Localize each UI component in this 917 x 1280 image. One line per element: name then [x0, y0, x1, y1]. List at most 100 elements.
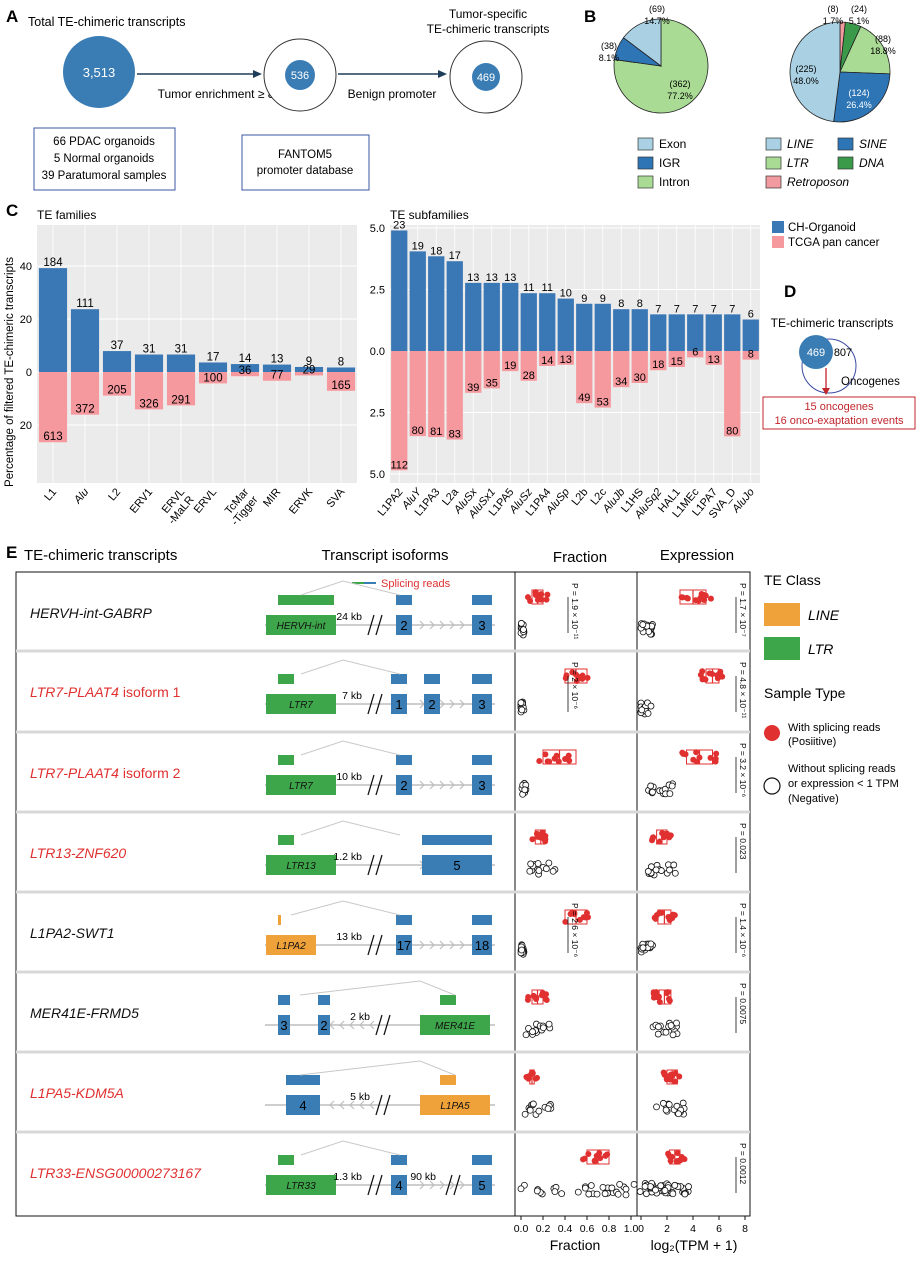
positive-point	[709, 670, 716, 677]
negative-point	[622, 1191, 630, 1199]
positive-point	[684, 595, 691, 602]
positive-point	[566, 757, 573, 764]
bar-tcga	[70, 372, 100, 415]
bar-label-tcga: 13	[560, 354, 572, 366]
te-box	[420, 1015, 490, 1035]
bar-label-organoid: 11	[542, 282, 553, 294]
positive-point	[530, 992, 537, 999]
negative-point	[517, 699, 525, 707]
positive-point	[680, 750, 687, 757]
negative-point	[669, 1031, 677, 1039]
positive-point	[676, 1073, 683, 1080]
legend-negative-2: or expression < 1 TPM	[788, 778, 899, 790]
legend-line-text: LINE	[808, 607, 840, 623]
te-chimeric-circle	[799, 335, 833, 369]
p-value: P = 0.0012	[738, 1143, 748, 1184]
transcript-name-main: MER41E-FRMD5	[30, 1005, 139, 1021]
negative-point	[671, 869, 679, 877]
bar-label-organoid: 11	[523, 282, 534, 294]
exon-box	[424, 694, 440, 714]
positive-point	[663, 990, 670, 997]
break-mark	[367, 614, 375, 636]
d-right-count: 807	[834, 347, 852, 359]
bar-label-tcga: 36	[239, 365, 252, 377]
te-splice-bar	[440, 1075, 456, 1085]
positive-point	[562, 918, 569, 925]
negative-point	[685, 1183, 692, 1190]
bar-tcga	[134, 372, 164, 410]
bar-label-tcga: 8	[748, 349, 754, 361]
splice-arc	[300, 820, 401, 836]
expression-tick-label: 0	[638, 1223, 644, 1235]
positive-point	[652, 915, 659, 922]
bar-label-organoid: 9	[581, 293, 587, 305]
pie-slice-exon	[622, 18, 662, 67]
positive-point	[672, 1078, 679, 1085]
bar-tcga	[687, 351, 704, 358]
negative-point	[587, 1182, 595, 1189]
pie2-line-pct: 48.0%	[793, 76, 819, 86]
exon-splice-bar	[422, 835, 492, 845]
positive-point	[546, 758, 553, 765]
y-tick-label: 0.0	[370, 346, 385, 358]
legend-sine-swatch	[837, 137, 854, 151]
bar-label-organoid: 184	[43, 257, 63, 269]
splice-arc	[300, 659, 401, 675]
expression-tick-label: 2	[664, 1223, 670, 1235]
te-label: HERVH-int	[277, 621, 327, 632]
expression-tick-label: 8	[742, 1223, 748, 1235]
legend-negative-3: (Negative)	[788, 793, 839, 805]
positive-point	[692, 597, 699, 604]
te-splice-bar	[278, 755, 294, 765]
bar-label-tcga: 83	[449, 429, 461, 441]
bar-label-organoid: 17	[207, 351, 220, 363]
legend-dna-swatch	[837, 156, 854, 170]
subfamilies-plot-bg	[390, 225, 760, 483]
direction-chevron	[439, 780, 445, 790]
p-value: P = 1.4 × 10⁻⁶	[738, 903, 748, 957]
e-xlabel-expression: log₂(TPM + 1)	[651, 1237, 738, 1253]
splice-arc	[300, 740, 401, 756]
direction-chevron	[439, 699, 445, 709]
break-mark	[375, 854, 383, 876]
bar-label-organoid: 9	[600, 293, 606, 305]
te-label: MER41E	[435, 1021, 475, 1032]
bar-label-organoid: 23	[393, 219, 405, 231]
pie2-line-count: (225)	[795, 64, 816, 74]
positive-point	[678, 594, 685, 601]
bar-ch-organoid	[262, 364, 292, 372]
direction-chevron	[329, 1100, 335, 1110]
mid-circle	[285, 60, 315, 90]
pie1-igr-pct: 8.1%	[599, 53, 620, 63]
negative-point	[673, 1019, 680, 1027]
pie2-sine-pct: 26.4%	[846, 100, 872, 110]
transcript-name-main: LTR33-ENSG00000273167	[30, 1165, 202, 1181]
transcript-name-main: L1PA5-KDM5A	[30, 1085, 124, 1101]
bar-label-organoid: 13	[271, 354, 284, 366]
e-row: LTR7-PLAAT4 isoform 2 LTR7 10 kb 2 3 P = 3.2 …	[16, 730, 750, 798]
category-label: ERVK	[287, 486, 316, 517]
category-label-line: SVA	[324, 486, 347, 510]
direction-chevron	[369, 1100, 375, 1110]
bar-tcga	[613, 351, 630, 388]
exon-splice-bar	[472, 755, 492, 765]
te-box	[420, 1095, 490, 1115]
panel-d: D TE-chimeric transcripts 469 807 Oncoge…	[762, 282, 916, 430]
negative-point	[545, 1020, 553, 1028]
distance-label-2: 90 kb	[410, 1171, 436, 1183]
negative-point	[647, 940, 655, 948]
bar-label-tcga: 19	[504, 360, 516, 372]
positive-point	[668, 912, 675, 919]
exon-box	[391, 694, 407, 714]
bar-tcga	[326, 372, 356, 391]
negative-point	[653, 1103, 660, 1111]
positive-point	[534, 832, 541, 839]
pie1-exon-pct: 14.7%	[644, 16, 670, 26]
y-tick-label: 20	[20, 314, 32, 326]
bar-ch-organoid	[705, 314, 722, 351]
exon-splice-bar	[472, 1155, 492, 1165]
direction-chevron	[429, 940, 435, 950]
bar-label-organoid: 37	[111, 340, 124, 352]
p-value: P = 0.023	[738, 823, 748, 860]
negative-point	[661, 1187, 669, 1194]
